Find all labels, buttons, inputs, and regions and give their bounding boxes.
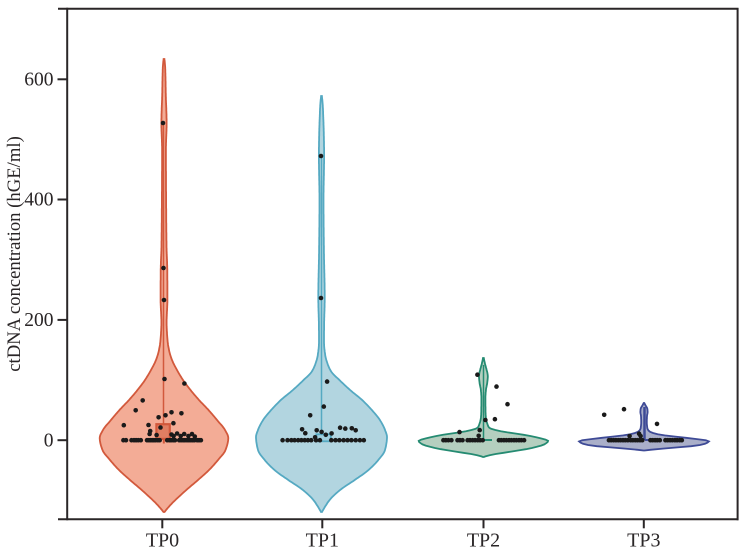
svg-text:TP3: TP3 [627, 530, 660, 552]
svg-text:600: 600 [24, 70, 53, 91]
svg-text:200: 200 [24, 310, 53, 331]
svg-text:TP1: TP1 [306, 530, 339, 552]
svg-text:TP0: TP0 [146, 530, 179, 552]
svg-text:400: 400 [24, 190, 53, 211]
svg-text:0: 0 [44, 430, 54, 451]
svg-text:ctDNA concentration (hGE/ml): ctDNA concentration (hGE/ml) [4, 136, 25, 372]
svg-text:TP2: TP2 [467, 530, 500, 552]
